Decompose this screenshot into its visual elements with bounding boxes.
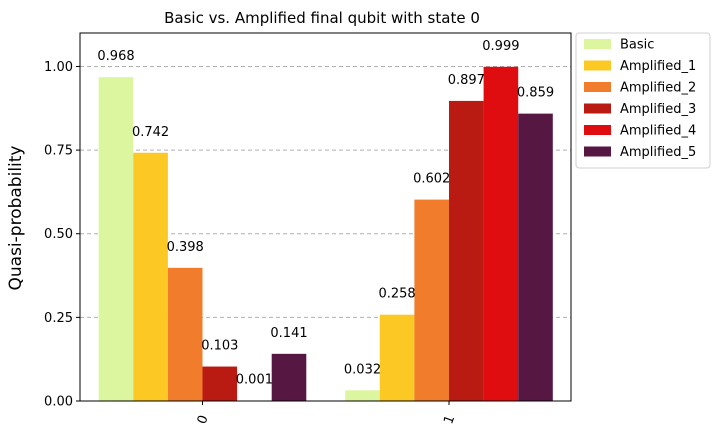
y-axis: 0.00 0.25 0.50 0.75 1.00: [44, 60, 80, 410]
y-tick-label: 0.50: [44, 227, 73, 242]
legend-swatch: [584, 61, 611, 71]
legend-swatch: [584, 39, 611, 49]
data-label: 0.602: [413, 172, 450, 187]
bar-basic-1: [345, 390, 380, 401]
bar-amplified-2-0: [168, 268, 203, 401]
y-tick-label: 0.25: [44, 311, 73, 326]
legend: Basic Amplified_1 Amplified_2 Amplified_3 Am…: [576, 33, 710, 168]
legend-swatch: [584, 82, 611, 92]
data-label: 0.258: [378, 287, 415, 302]
x-tick-label: 1: [441, 413, 458, 426]
data-label: 0.032: [344, 362, 381, 377]
data-label: 0.999: [482, 39, 519, 54]
bar-amplified-2-1: [414, 200, 449, 401]
legend-label: Amplified_5: [620, 145, 696, 160]
bar-amplified-5-0: [272, 354, 307, 401]
data-label: 0.001: [236, 373, 273, 388]
data-label: 0.103: [201, 339, 238, 354]
legend-swatch: [584, 125, 611, 135]
bar-amplified-3-1: [449, 101, 484, 401]
legend-label: Amplified_1: [620, 59, 696, 74]
y-tick-label: 0.00: [44, 395, 73, 410]
y-tick-label: 0.75: [44, 144, 73, 159]
data-label: 0.859: [517, 86, 554, 101]
legend-label: Amplified_2: [620, 81, 696, 96]
x-tick-label: 0: [195, 413, 212, 426]
bar-basic-0: [99, 77, 134, 401]
data-label: 0.897: [448, 73, 485, 88]
data-label: 0.141: [270, 326, 307, 341]
legend-swatch: [584, 147, 611, 157]
chart-title: Basic vs. Amplified final qubit with sta…: [164, 9, 480, 27]
y-axis-label: Quasi-probability: [6, 146, 26, 291]
bar-amplified-1-1: [380, 315, 415, 401]
data-label: 0.968: [97, 49, 134, 64]
data-label: 0.742: [132, 125, 169, 140]
legend-label: Basic: [620, 38, 654, 53]
bar-amplified-4-1: [484, 67, 519, 401]
bar-amplified-1-0: [133, 153, 168, 401]
legend-swatch: [584, 104, 611, 114]
bar-amplified-3-0: [203, 367, 238, 401]
legend-label: Amplified_4: [620, 124, 696, 139]
y-tick-label: 1.00: [44, 60, 73, 75]
bar-amplified-5-1: [518, 114, 553, 401]
data-label: 0.398: [167, 240, 204, 255]
legend-label: Amplified_3: [620, 102, 696, 117]
